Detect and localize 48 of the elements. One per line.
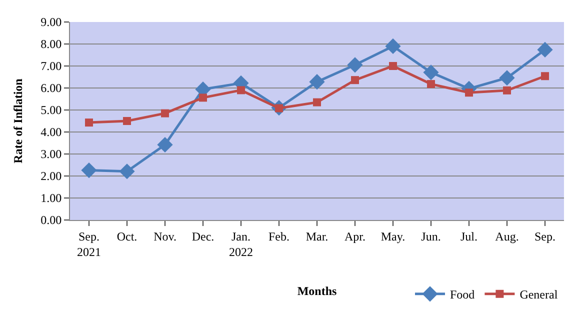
point [351, 76, 359, 84]
y-tick-label: 0.00 [40, 213, 62, 228]
point [427, 80, 435, 88]
y-tick-label: 7.00 [40, 59, 62, 74]
x-tick-label: Jan. 2022 [229, 229, 253, 259]
point [81, 162, 97, 178]
y-tick-label: 1.00 [40, 191, 62, 206]
y-tick-label: 3.00 [40, 147, 62, 162]
point [465, 88, 473, 97]
y-axis-title: Rate of Inflation [10, 78, 25, 164]
x-tick-label: Oct. [116, 229, 138, 244]
x-tick-label: Jul. [460, 229, 478, 244]
point [389, 62, 397, 70]
point [119, 164, 135, 180]
x-axis-title: Months [297, 284, 337, 298]
point [499, 70, 515, 86]
x-tick-label: Nov. [154, 229, 176, 244]
x-tick-label: Apr. [344, 229, 366, 244]
y-tick-label: 2.00 [40, 169, 62, 184]
legend-label: Food [450, 288, 475, 302]
x-tick-label: Dec. [192, 229, 214, 244]
point [161, 109, 169, 118]
point [199, 94, 207, 102]
x-tick-label: Sep. [534, 229, 556, 244]
x-tick-label: Sep. 2021 [77, 229, 101, 259]
x-tick-label: Feb. [268, 229, 290, 244]
legend-label: General [520, 288, 558, 302]
point [237, 86, 245, 94]
y-tick-label: 8.00 [40, 37, 62, 52]
point [313, 98, 321, 106]
point [537, 42, 553, 58]
y-tick-label: 4.00 [40, 125, 62, 140]
x-tick-label: Mar. [306, 229, 328, 244]
point [541, 72, 549, 80]
point [85, 118, 93, 127]
point [123, 117, 131, 125]
point [157, 136, 173, 153]
y-tick-label: 5.00 [40, 103, 62, 118]
x-tick-label: Aug. [495, 229, 519, 244]
point [503, 86, 511, 94]
x-tick-label: May. [380, 229, 406, 244]
point [385, 38, 401, 54]
point [423, 64, 439, 80]
point [347, 57, 363, 73]
y-tick-label: 6.00 [40, 81, 62, 96]
x-tick-label: Jun. [421, 229, 441, 244]
point [309, 74, 325, 90]
y-tick-label: 9.00 [40, 15, 62, 30]
